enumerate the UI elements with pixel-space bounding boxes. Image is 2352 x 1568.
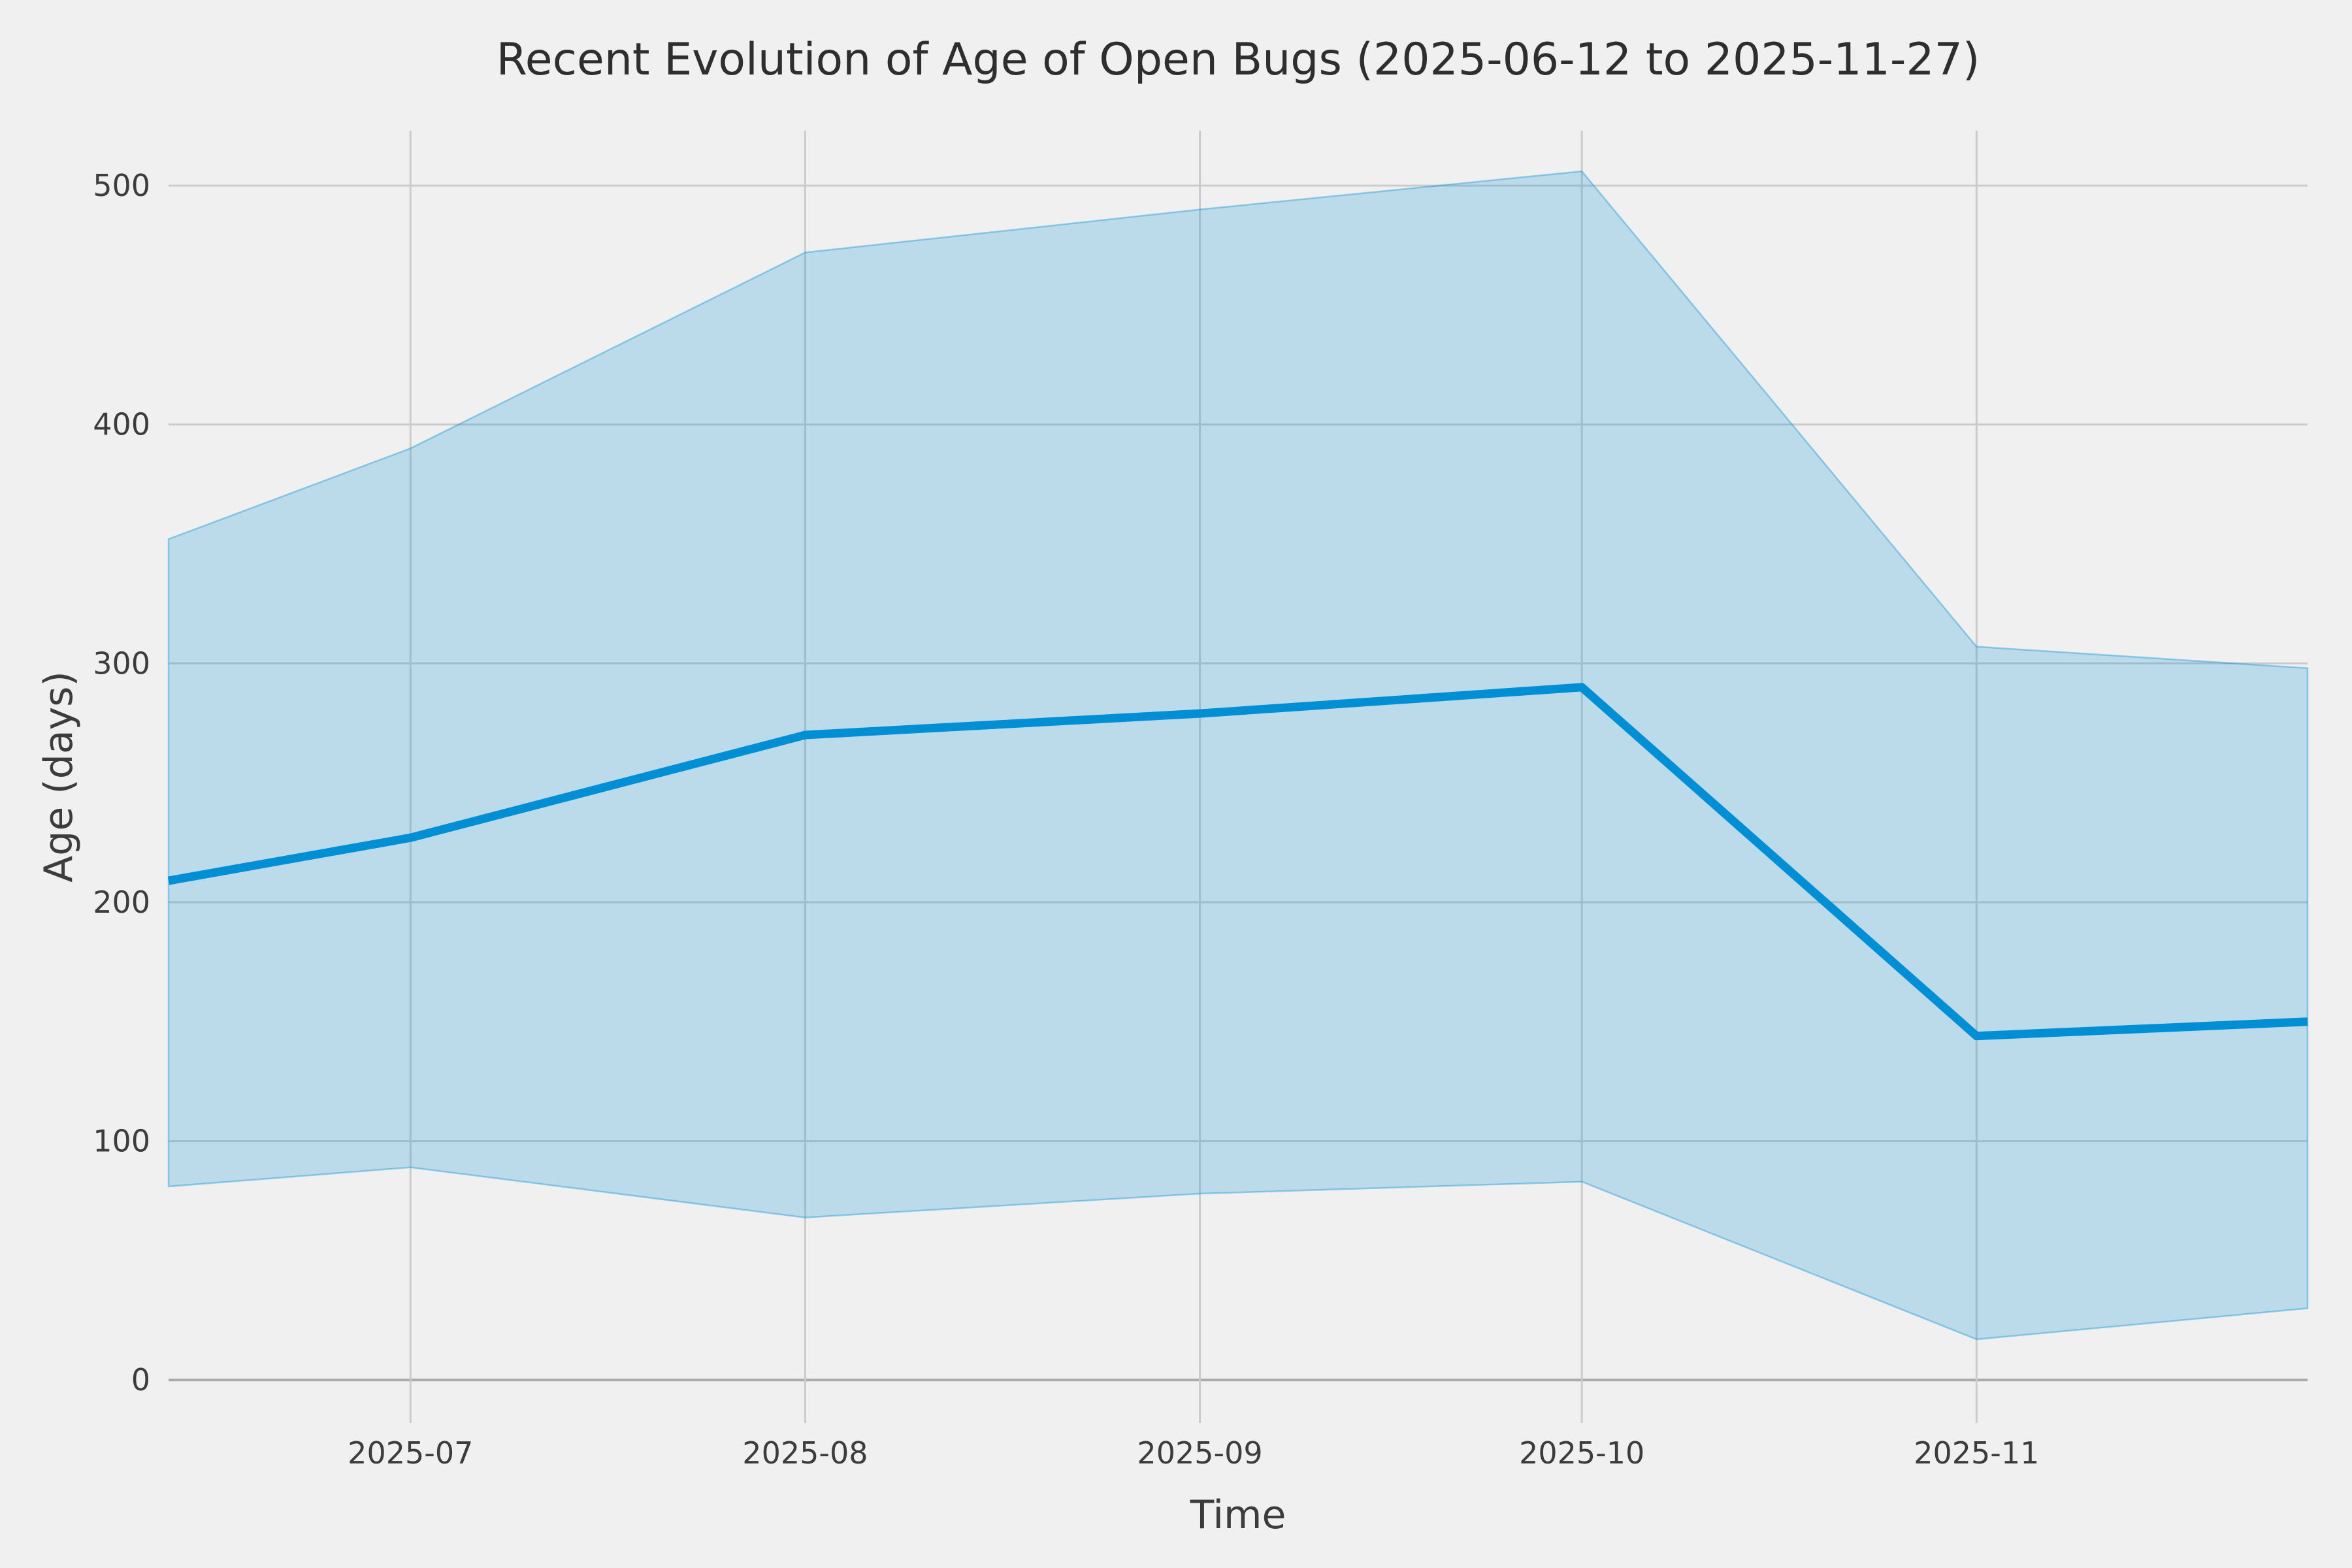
y-tick-label-400: 400 (93, 407, 150, 442)
chart-title: Recent Evolution of Age of Open Bugs (20… (496, 34, 1980, 86)
y-tick-label-100: 100 (93, 1124, 150, 1159)
x-tick-label-2025-08: 2025-08 (742, 1435, 868, 1471)
mean-line (167, 683, 2308, 1041)
y-axis-label: Age (days) (36, 671, 82, 883)
x-tick-label-2025-09: 2025-09 (1137, 1435, 1262, 1471)
x-tick-label-2025-10: 2025-10 (1519, 1435, 1644, 1471)
y-tick-label-300: 300 (93, 645, 150, 681)
confidence-band (167, 170, 2309, 1341)
y-tick-label-0: 0 (131, 1362, 150, 1397)
y-tick-label-200: 200 (93, 885, 150, 920)
x-tick-label-2025-07: 2025-07 (348, 1435, 473, 1471)
x-tick-label-2025-11: 2025-11 (1914, 1435, 2039, 1471)
x-axis-label: Time (1190, 1492, 1286, 1538)
y-tick-label-500: 500 (93, 168, 150, 203)
